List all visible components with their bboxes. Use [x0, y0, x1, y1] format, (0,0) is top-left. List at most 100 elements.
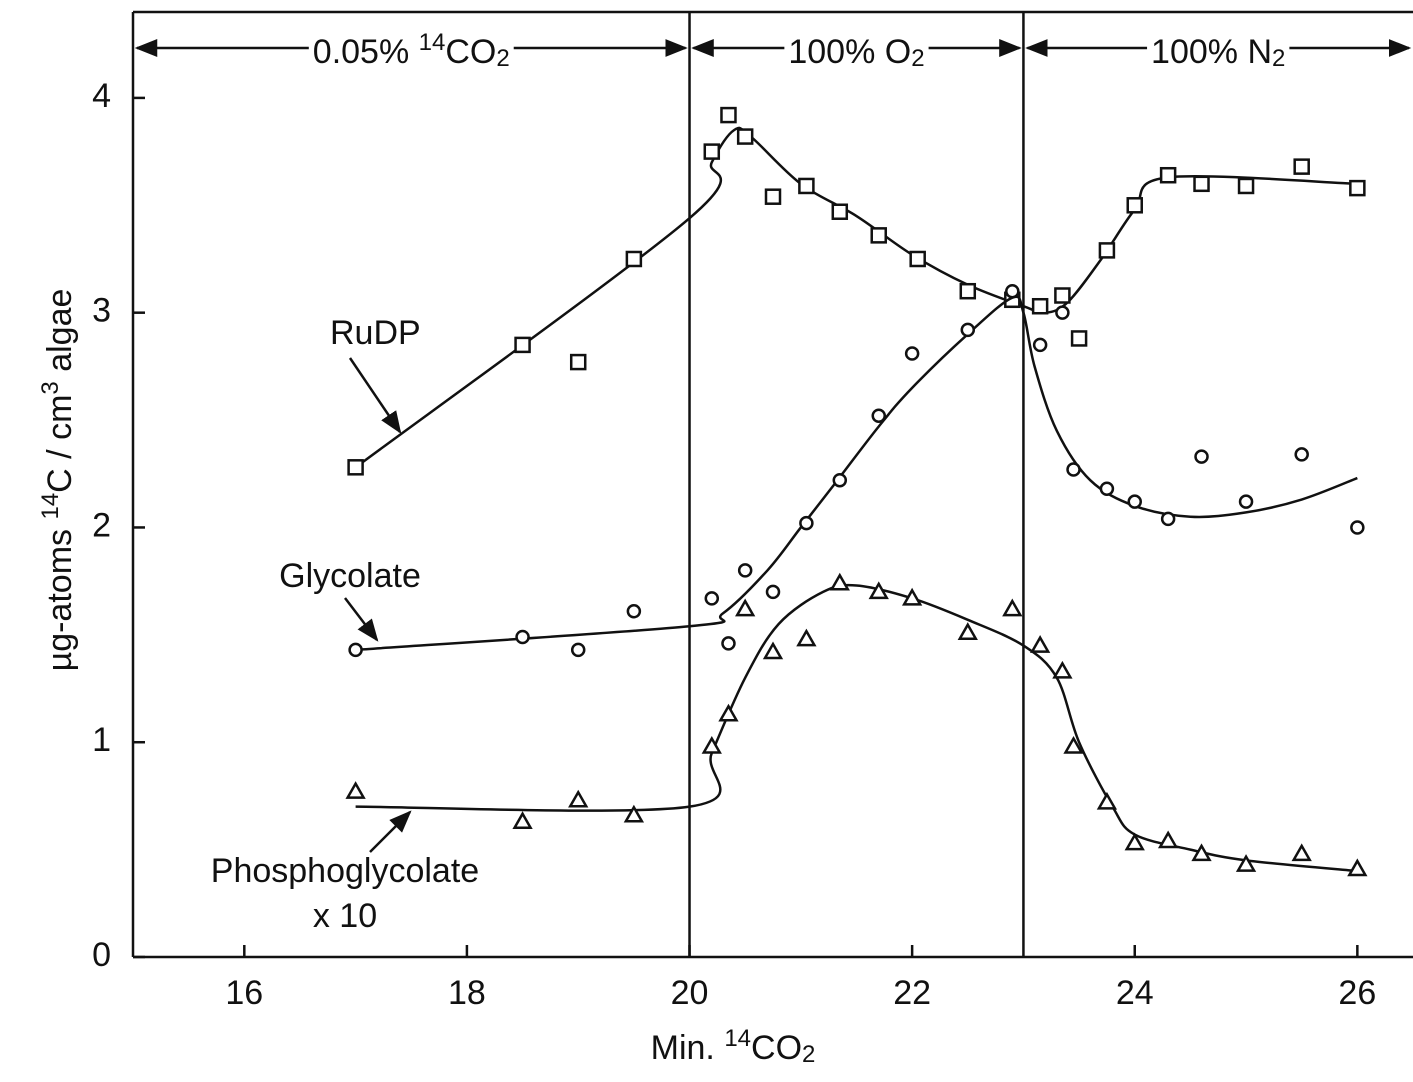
region-label-part: 0.05% [313, 33, 419, 71]
y-axis-label-part: algae [41, 289, 79, 382]
point [868, 581, 889, 600]
annotation-arrow [344, 597, 379, 642]
point [737, 563, 753, 578]
point [1029, 635, 1051, 653]
point [829, 572, 850, 591]
x-tick-label: 18 [448, 974, 486, 1012]
fit-curve [355, 295, 1358, 652]
point [1347, 858, 1368, 877]
region-label: 100% O2 [788, 33, 924, 72]
region-label-part: 2 [496, 45, 509, 72]
region-label-part: CO [445, 33, 496, 71]
point [1096, 791, 1118, 810]
y-tick-label: 0 [92, 936, 111, 974]
point [736, 128, 754, 145]
region-label-part: 2 [911, 45, 924, 72]
x-axis-label-part: 2 [802, 1041, 815, 1068]
region-label-part: 100% O [788, 33, 911, 71]
point [1127, 494, 1142, 509]
point [796, 628, 817, 647]
y-axis-label-part: C / cm [41, 395, 79, 493]
point [1159, 166, 1177, 184]
point [1235, 854, 1257, 872]
point [718, 703, 739, 722]
point [1157, 830, 1179, 849]
point [701, 736, 722, 754]
point [1099, 481, 1115, 497]
y-tick-label: 3 [92, 292, 111, 330]
point [1350, 520, 1365, 535]
point [1294, 447, 1309, 462]
y-axis-label: µg-atoms 14C / cm3 algae [37, 289, 79, 672]
x-tick-label: 22 [893, 974, 931, 1012]
point [623, 804, 645, 823]
point [764, 188, 782, 205]
point [347, 459, 364, 476]
x-axis-label: Min. 14CO2 [651, 1025, 816, 1069]
point [512, 811, 533, 829]
x-tick-label: 26 [1338, 974, 1376, 1012]
point [703, 143, 721, 160]
annotation: x 10 [313, 897, 377, 935]
y-tick-label: 1 [92, 721, 111, 759]
point [1293, 158, 1310, 175]
point [345, 781, 366, 799]
region-label-part: 2 [1272, 45, 1285, 72]
point [1005, 283, 1020, 299]
point [957, 622, 978, 640]
point [901, 587, 923, 606]
region-label-part: 14 [419, 29, 446, 56]
y-tick-label: 2 [92, 506, 111, 544]
point [1066, 462, 1081, 477]
region-label-part: 100% N [1151, 33, 1272, 71]
point [831, 203, 849, 220]
point [515, 629, 530, 645]
point [1126, 197, 1143, 214]
point [871, 408, 886, 424]
annotation-arrow [348, 357, 402, 434]
fit-curve [354, 126, 1358, 469]
x-axis-label-part: CO [751, 1029, 802, 1067]
y-axis-label-part: µg-atoms [41, 520, 79, 672]
point [570, 642, 586, 658]
region-label-bg [784, 32, 929, 73]
point [1032, 337, 1048, 353]
point [1191, 843, 1212, 862]
region-label: 0.05% 14CO2 [313, 29, 510, 73]
point [870, 227, 887, 244]
point [704, 591, 720, 606]
y-tick-label: 4 [92, 77, 111, 115]
point [1194, 449, 1209, 464]
point [1054, 287, 1071, 304]
y-axis-label-part: 14 [37, 493, 64, 520]
x-tick-label: 20 [671, 974, 709, 1012]
point [1238, 494, 1254, 509]
point [1055, 305, 1070, 320]
point [765, 584, 781, 600]
point [959, 282, 977, 300]
point [720, 106, 737, 124]
point [348, 642, 363, 658]
point [1124, 832, 1145, 851]
y-axis-label-part: 3 [37, 381, 64, 394]
annotation: RuDP [330, 314, 421, 352]
fit-curve [355, 583, 1358, 873]
point [1237, 177, 1255, 195]
x-tick-label: 24 [1116, 974, 1154, 1012]
point [832, 472, 848, 488]
annotation: Phosphoglycolate [211, 852, 479, 890]
point [798, 177, 815, 195]
point [1031, 297, 1049, 315]
region-label: 100% N2 [1151, 33, 1285, 72]
point [909, 250, 926, 268]
point [1193, 175, 1210, 193]
region-label-bg [308, 28, 514, 73]
point [1063, 736, 1084, 754]
point [625, 250, 643, 268]
point [960, 322, 976, 338]
point [626, 603, 642, 619]
point [1349, 179, 1366, 197]
region-label-bg [1147, 32, 1290, 73]
x-axis-label-part: Min. [651, 1029, 725, 1067]
